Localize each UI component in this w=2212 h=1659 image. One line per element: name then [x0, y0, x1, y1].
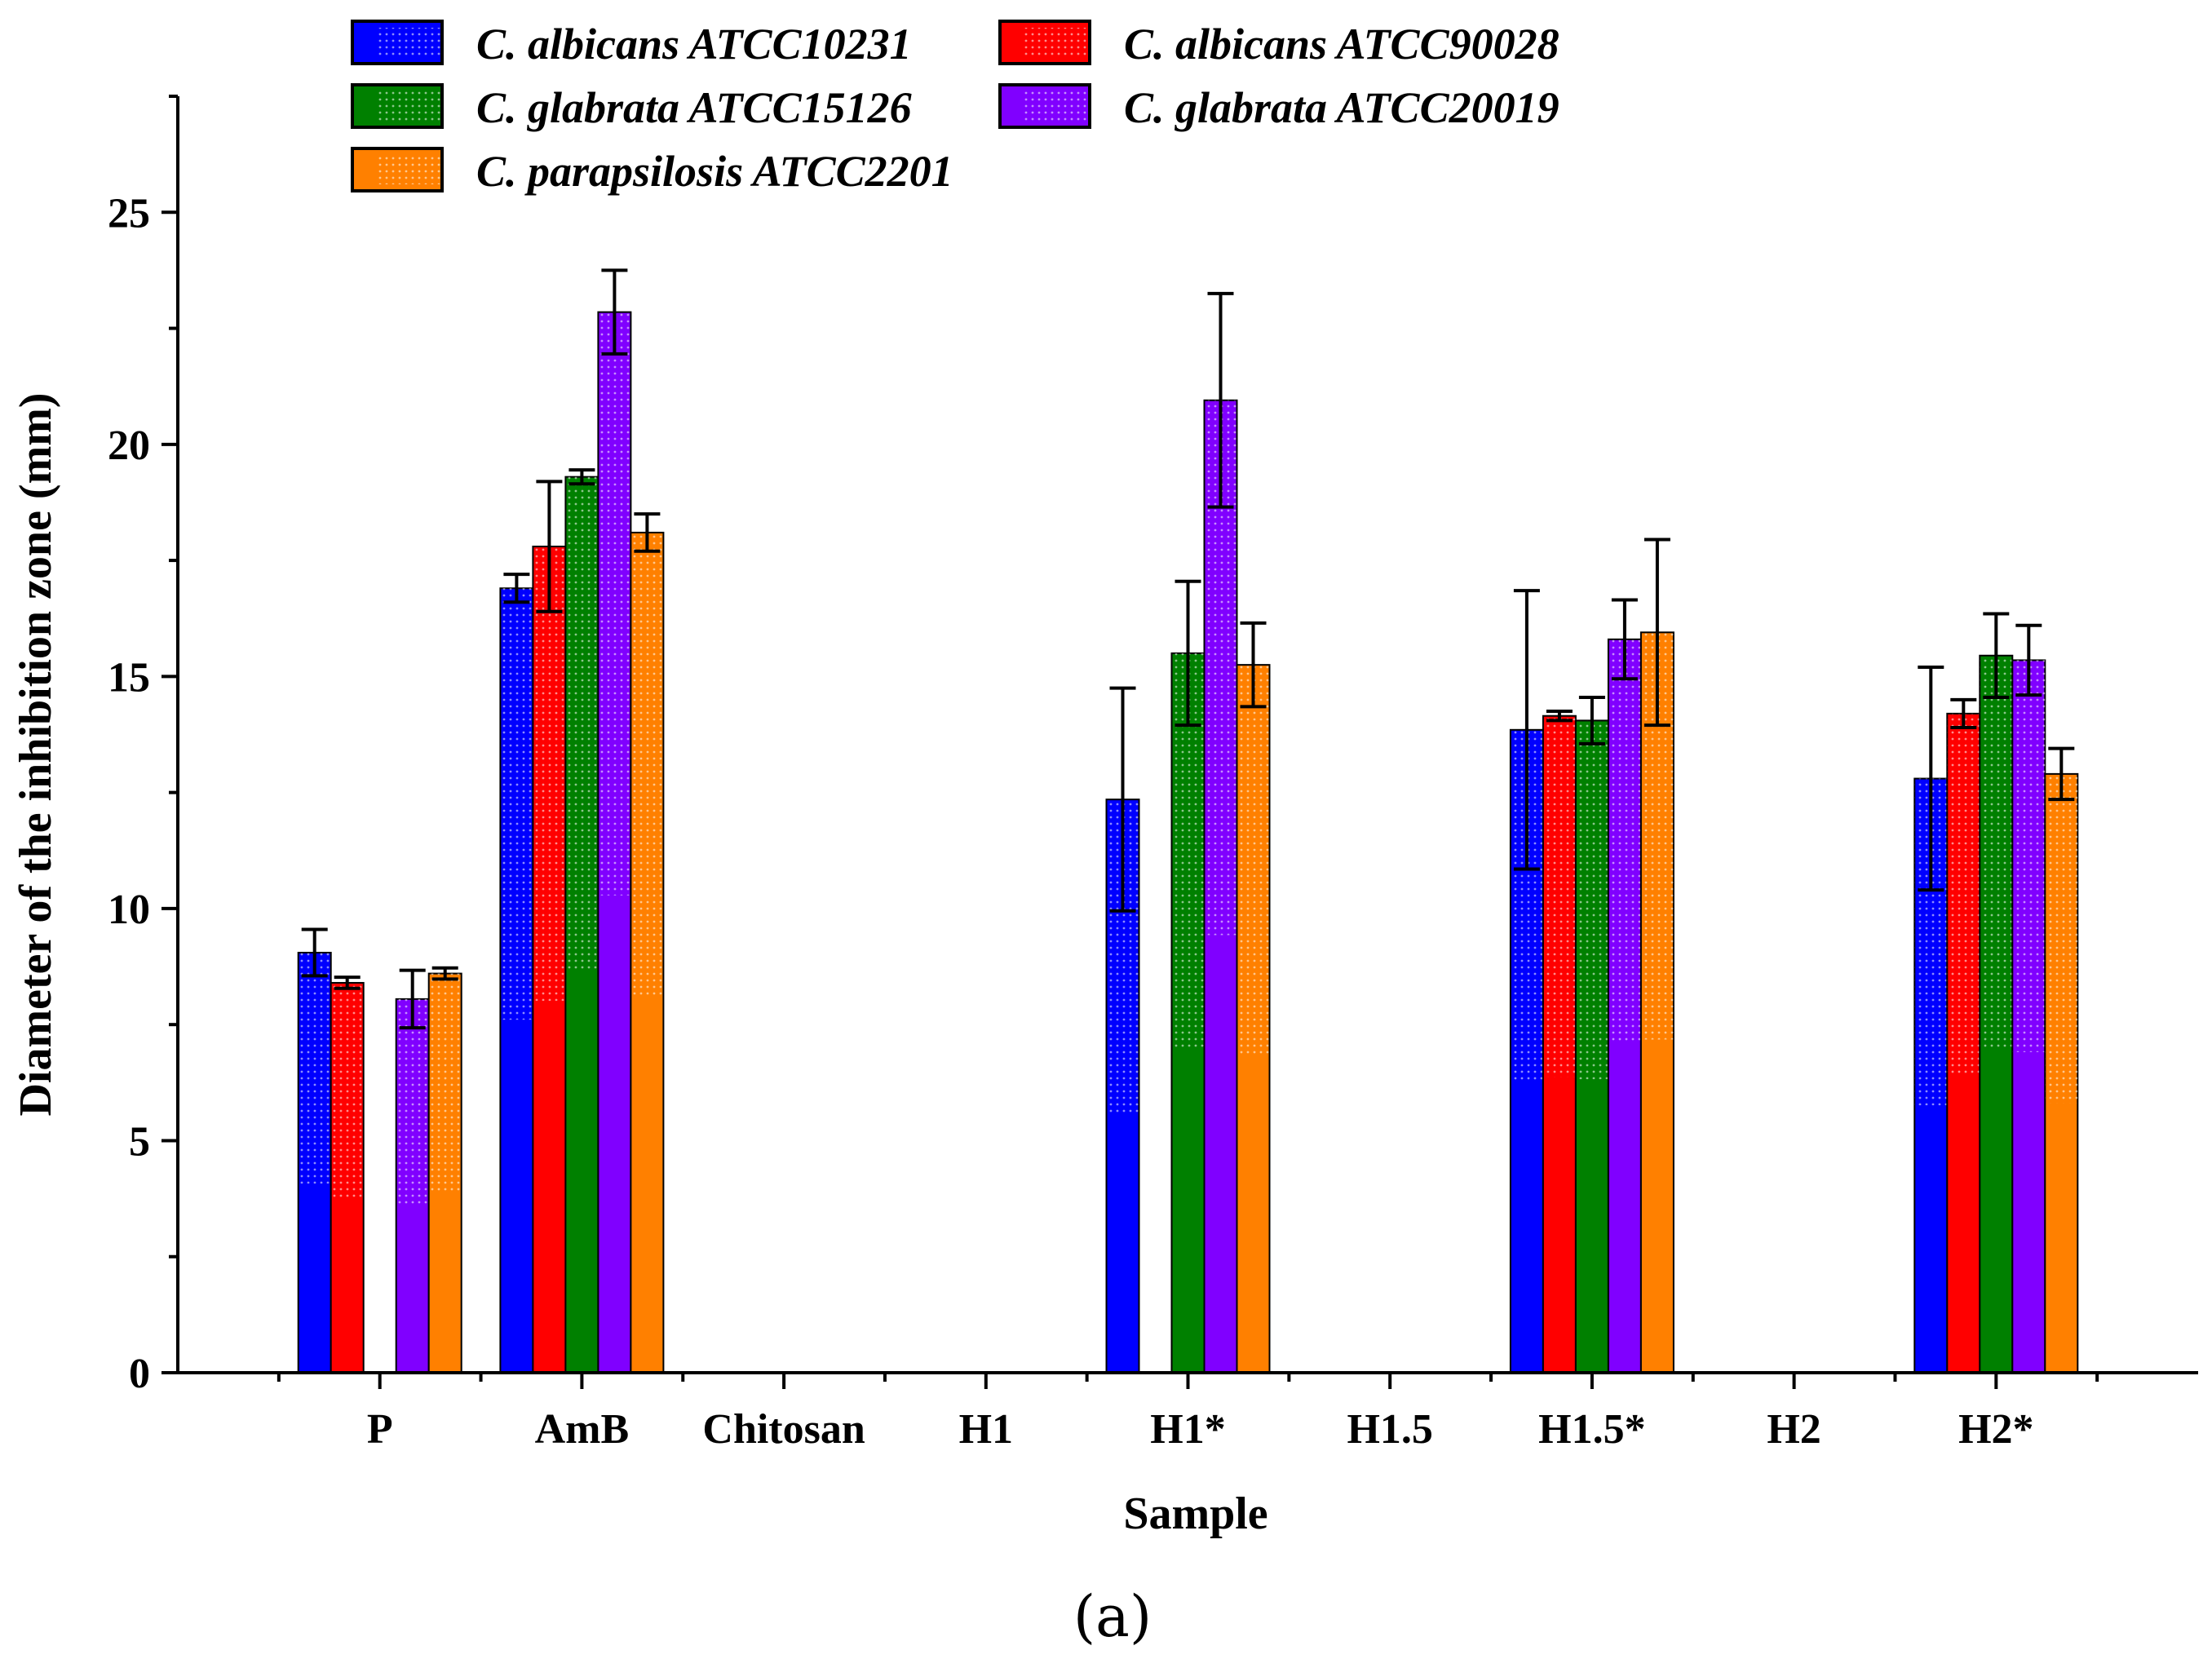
bar-texture — [565, 476, 599, 970]
y-axis-title: Diameter of the inhibition zone (mm) — [11, 392, 61, 1116]
bar-texture — [330, 982, 364, 1197]
bar-texture — [1575, 720, 1608, 1080]
x-tick-label-h1-5: H1.5 — [1347, 1406, 1432, 1453]
x-tick-label-chitosan: Chitosan — [702, 1406, 865, 1453]
x-tick-label-h2: H2 — [1767, 1406, 1820, 1453]
bar-texture — [500, 588, 533, 1020]
legend-swatch-texture — [375, 155, 442, 184]
bar-texture — [1947, 713, 1980, 1077]
axes: 0 5 10 15 20 25 P AmB Chitosan H1 H1* H1.5 H1.5* H2 H2… — [108, 95, 2198, 1453]
legend-label: C. parapsilosis ATCC2201 — [476, 147, 953, 196]
bar-texture — [428, 973, 462, 1193]
bar-texture — [1237, 665, 1270, 1055]
legend-swatch-texture — [375, 28, 442, 57]
bar-texture — [1542, 715, 1576, 1077]
legend-label: C. albicans ATCC10231 — [476, 20, 912, 69]
bar-texture — [396, 998, 429, 1205]
y-tick-label: 10 — [108, 887, 150, 933]
y-tick-label: 15 — [108, 654, 150, 701]
legend: C. albicans ATCC10231 C. albicans ATCC900… — [351, 20, 1559, 196]
bar-texture — [533, 546, 566, 1002]
y-tick-label: 25 — [108, 190, 150, 237]
x-tick-label-h1-5-: H1.5* — [1538, 1406, 1645, 1453]
bar-texture — [1608, 639, 1641, 1043]
bar-texture — [1980, 655, 2013, 1051]
legend-swatch-texture — [1023, 28, 1090, 57]
bar-texture — [598, 312, 631, 896]
y-tick-label: 20 — [108, 422, 150, 469]
bar-texture — [2012, 660, 2046, 1052]
x-tick-label-p: P — [367, 1406, 393, 1453]
x-tick-label-h2-: H2* — [1958, 1406, 2033, 1453]
x-tick-label-h1: H1 — [959, 1406, 1013, 1453]
bar-texture — [630, 532, 664, 995]
legend-swatch-texture — [375, 91, 442, 121]
x-tick-label-amb: AmB — [535, 1406, 630, 1453]
bar-texture — [2045, 773, 2078, 1104]
legend-label: C. glabrata ATCC15126 — [476, 83, 912, 132]
x-axis-title: Sample — [1123, 1489, 1267, 1539]
legend-label: C. glabrata ATCC20019 — [1124, 83, 1559, 132]
figure-caption: (a) — [1073, 1583, 1152, 1650]
legend-swatch-texture — [1023, 91, 1090, 121]
y-tick-label: 0 — [129, 1351, 150, 1397]
bar-texture — [298, 952, 331, 1184]
y-tick-label: 5 — [129, 1118, 150, 1165]
bars — [297, 268, 2079, 1374]
x-tick-label-h1-: H1* — [1150, 1406, 1225, 1453]
legend-label: C. albicans ATCC90028 — [1124, 20, 1559, 69]
